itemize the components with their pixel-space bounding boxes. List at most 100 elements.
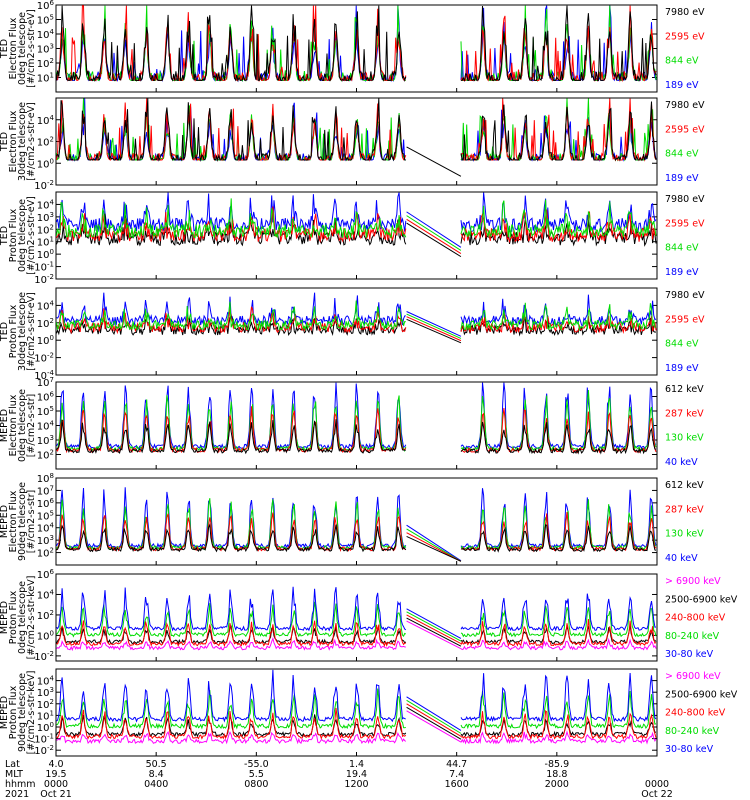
y-tick-label: 104 xyxy=(37,588,55,601)
y-tick-label: 104 xyxy=(37,28,55,41)
series-line xyxy=(56,98,657,162)
series-line xyxy=(56,389,657,453)
y-tick-label: 10-2 xyxy=(34,650,54,663)
legend-entry: 40 keV xyxy=(665,457,698,468)
series-line xyxy=(56,419,657,455)
legend-entry: 7980 eV xyxy=(665,100,705,111)
y-tick-label: 104 xyxy=(37,420,55,433)
x-tick-label: Oct 22 xyxy=(641,789,673,800)
y-axis-label: Proton Flux xyxy=(8,208,19,262)
y-tick-label: 10-4 xyxy=(34,369,54,382)
y-axis-label: TED xyxy=(0,226,10,246)
y-axis-label: [#/cm2-s-str-keV] xyxy=(26,576,37,660)
y-axis-label: MEPED xyxy=(0,505,10,538)
y-tick-label: 104 xyxy=(37,299,55,312)
legend-entry: 612 keV xyxy=(665,384,704,395)
legend-entry: 2595 eV xyxy=(665,31,705,42)
y-tick-label: 102 xyxy=(37,136,54,149)
y-axis-label: [#/cm2-s-str] xyxy=(26,394,37,457)
y-axis-label: 0deg telescope xyxy=(17,12,28,85)
y-tick-label: 101 xyxy=(37,709,54,722)
x-tick-label: 1200 xyxy=(344,779,368,790)
y-tick-label: 107 xyxy=(37,376,54,389)
data-gap-line xyxy=(406,218,462,254)
legend-entry: 80-240 keV xyxy=(665,631,720,642)
y-axis-label: Electron Flux xyxy=(8,394,19,456)
x-axis-row-label: hhmm xyxy=(5,779,36,790)
y-axis-label: Electron Flux xyxy=(8,17,19,79)
data-gap-line xyxy=(406,215,462,251)
series-line xyxy=(56,669,657,723)
data-gap-line xyxy=(406,611,462,642)
x-tick-label: 5.5 xyxy=(249,769,264,780)
y-tick-label: 105 xyxy=(37,509,54,522)
legend-entry: 2500-6900 keV xyxy=(665,689,738,700)
y-tick-label: 102 xyxy=(37,609,54,622)
x-tick-label: 7.4 xyxy=(449,769,464,780)
x-axis-row-label: MLT xyxy=(5,769,23,780)
legend-entry: 844 eV xyxy=(665,339,699,350)
data-gap-line xyxy=(406,313,462,339)
y-tick-label: 100 xyxy=(37,334,54,347)
legend-entry: > 6900 keV xyxy=(665,576,721,587)
x-tick-label: Oct 21 xyxy=(40,789,72,800)
y-tick-label: 106 xyxy=(37,391,55,404)
y-axis-label: [#/cm2-s-str-eV] xyxy=(26,292,37,371)
y-axis-label: MEPED xyxy=(0,409,10,442)
y-axis-label: 30deg telescope xyxy=(17,292,28,371)
y-tick-label: 104 xyxy=(37,675,55,688)
y-axis-label: [#/cm2-s-str-eV] xyxy=(26,102,37,181)
y-tick-label: 108 xyxy=(37,472,54,485)
legend-entry: 844 eV xyxy=(665,243,699,254)
data-gap-line xyxy=(406,620,462,650)
legend-entry: 130 keV xyxy=(665,529,704,540)
x-axis-row-label: Lat xyxy=(5,759,20,770)
x-tick-label: 1.4 xyxy=(349,759,364,770)
data-gap-line xyxy=(406,532,462,562)
x-tick-label: 0000 xyxy=(44,779,68,790)
data-gap-line xyxy=(406,699,462,734)
data-gap-line xyxy=(406,696,462,731)
y-axis-label: MEPED xyxy=(0,601,10,634)
legend-entry: 7980 eV xyxy=(665,194,705,205)
data-gap-line xyxy=(406,710,462,743)
y-axis-label: [#/cm2-s-str-eV] xyxy=(26,9,37,88)
y-tick-label: 10-2 xyxy=(34,744,54,757)
data-gap-line xyxy=(406,617,462,647)
series-line xyxy=(56,730,657,745)
data-gap-line xyxy=(406,706,462,740)
legend-entry: 2595 eV xyxy=(665,218,705,229)
y-tick-label: 104 xyxy=(37,522,55,535)
legend-entry: 844 eV xyxy=(665,56,699,67)
data-gap-line xyxy=(406,608,462,639)
x-tick-label: 18.8 xyxy=(546,769,567,780)
y-axis-label: 90deg telescope xyxy=(17,673,28,752)
y-tick-label: 104 xyxy=(37,114,55,127)
data-gap-line xyxy=(406,535,462,562)
series-line xyxy=(56,5,657,83)
x-tick-label: 2000 xyxy=(545,779,569,790)
y-tick-label: 103 xyxy=(37,686,54,699)
y-tick-label: 102 xyxy=(37,57,54,70)
y-axis-label: TED xyxy=(0,39,10,59)
series-line xyxy=(56,601,657,638)
legend-entry: 287 keV xyxy=(665,504,704,515)
y-tick-label: 101 xyxy=(37,72,54,85)
legend-entry: 189 eV xyxy=(665,267,699,278)
data-gap-line xyxy=(406,222,462,258)
series-line xyxy=(56,688,657,730)
legend-entry: 189 eV xyxy=(665,80,699,91)
y-tick-label: 106 xyxy=(37,0,55,12)
legend-entry: 40 keV xyxy=(665,553,698,564)
data-gap-line xyxy=(406,316,462,342)
y-tick-label: 10-2 xyxy=(34,179,54,192)
y-tick-label: 103 xyxy=(37,534,54,547)
y-tick-label: 10-1 xyxy=(34,261,54,274)
